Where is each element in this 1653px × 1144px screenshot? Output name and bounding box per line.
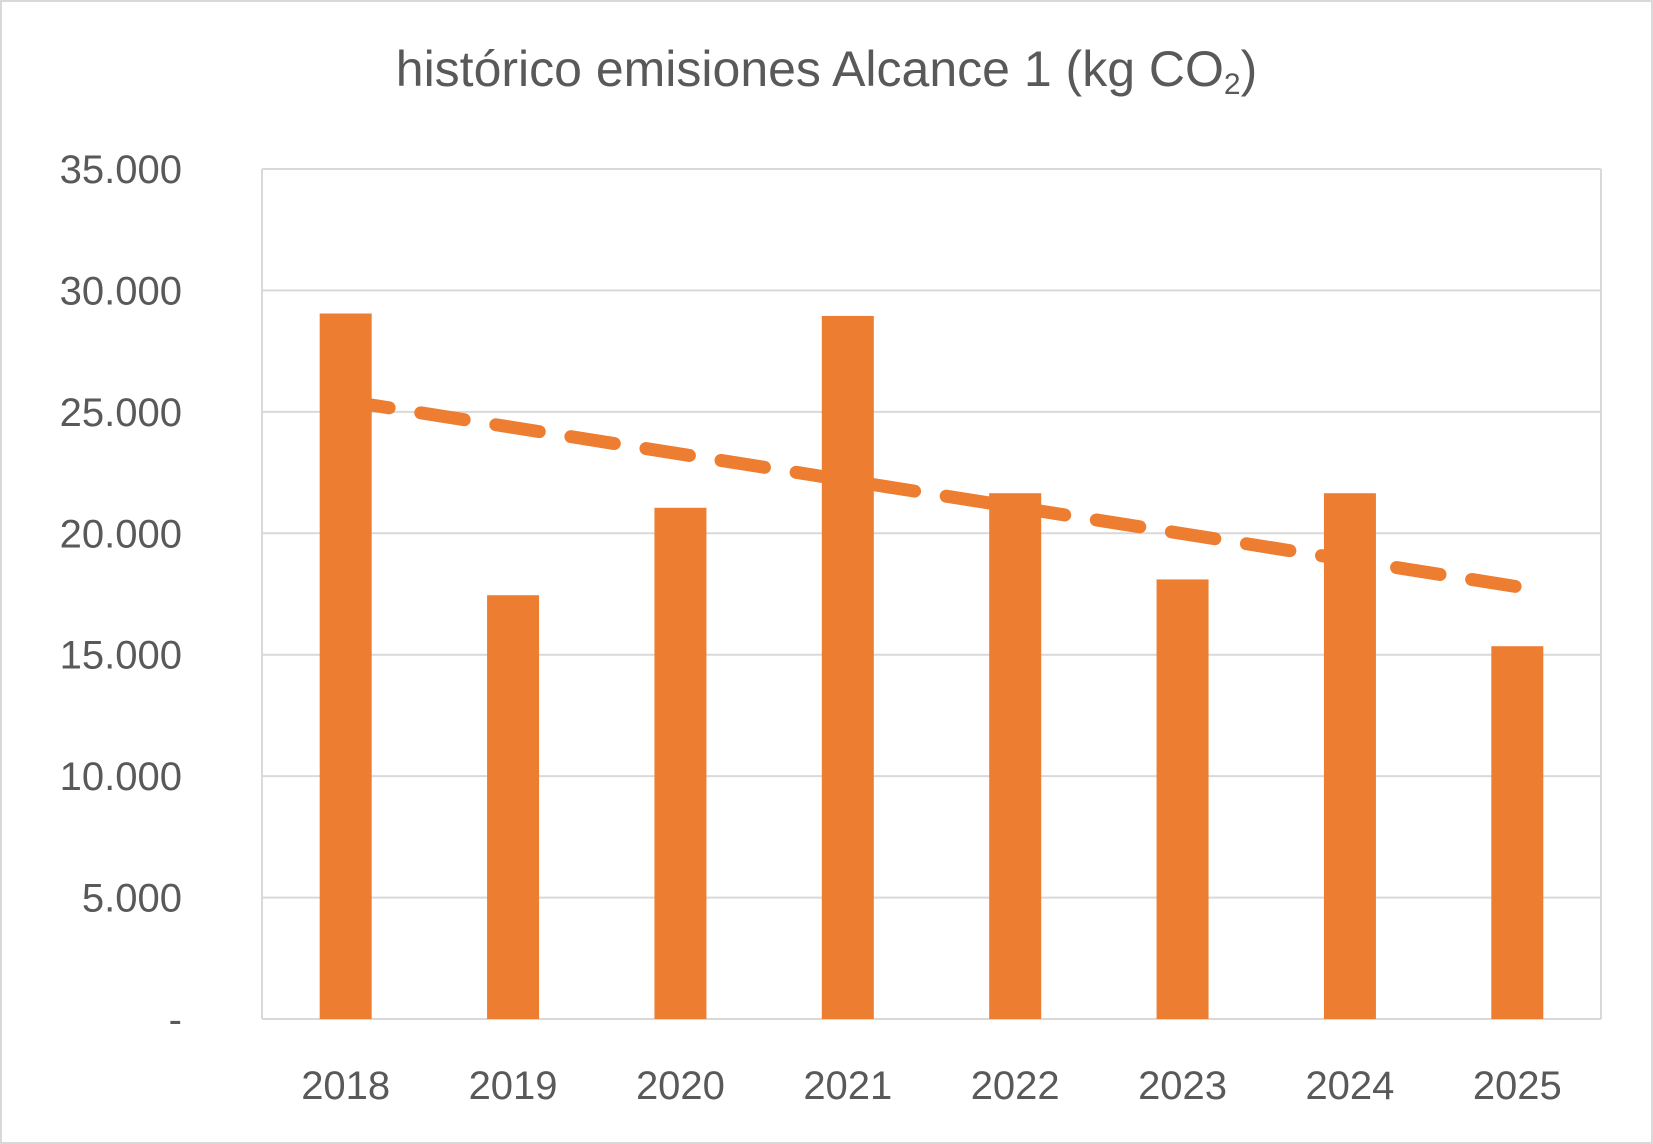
bar [1323,493,1376,1019]
y-tick-label: 35.000 [60,148,182,192]
bar [1156,579,1209,1019]
bar [821,315,874,1019]
chart-title: histórico emisiones Alcance 1 (kg CO2) [395,41,1258,101]
bar [319,313,372,1019]
x-tick-label: 2018 [301,1064,390,1108]
y-tick-label: - [169,998,182,1042]
bar [487,595,540,1019]
y-tick-label: 5.000 [82,877,182,921]
trendline [339,394,1524,594]
x-tick-label: 2024 [1305,1064,1394,1108]
y-tick-label: 15.000 [60,634,182,678]
bar [989,493,1042,1019]
y-tick-label: 20.000 [60,512,182,556]
x-tick-label: 2022 [971,1064,1060,1108]
x-tick-label: 2019 [469,1064,558,1108]
x-tick-label: 2021 [803,1064,892,1108]
y-tick-label: 30.000 [60,269,182,313]
y-tick-label: 25.000 [60,391,182,435]
x-tick-label: 2023 [1138,1064,1227,1108]
x-tick-label: 2025 [1473,1064,1562,1108]
x-tick-label: 2020 [636,1064,725,1108]
chart-title-subscript: 2 [1223,68,1241,101]
bar [1491,646,1544,1019]
bar [654,507,707,1019]
y-tick-label: 10.000 [60,755,182,799]
